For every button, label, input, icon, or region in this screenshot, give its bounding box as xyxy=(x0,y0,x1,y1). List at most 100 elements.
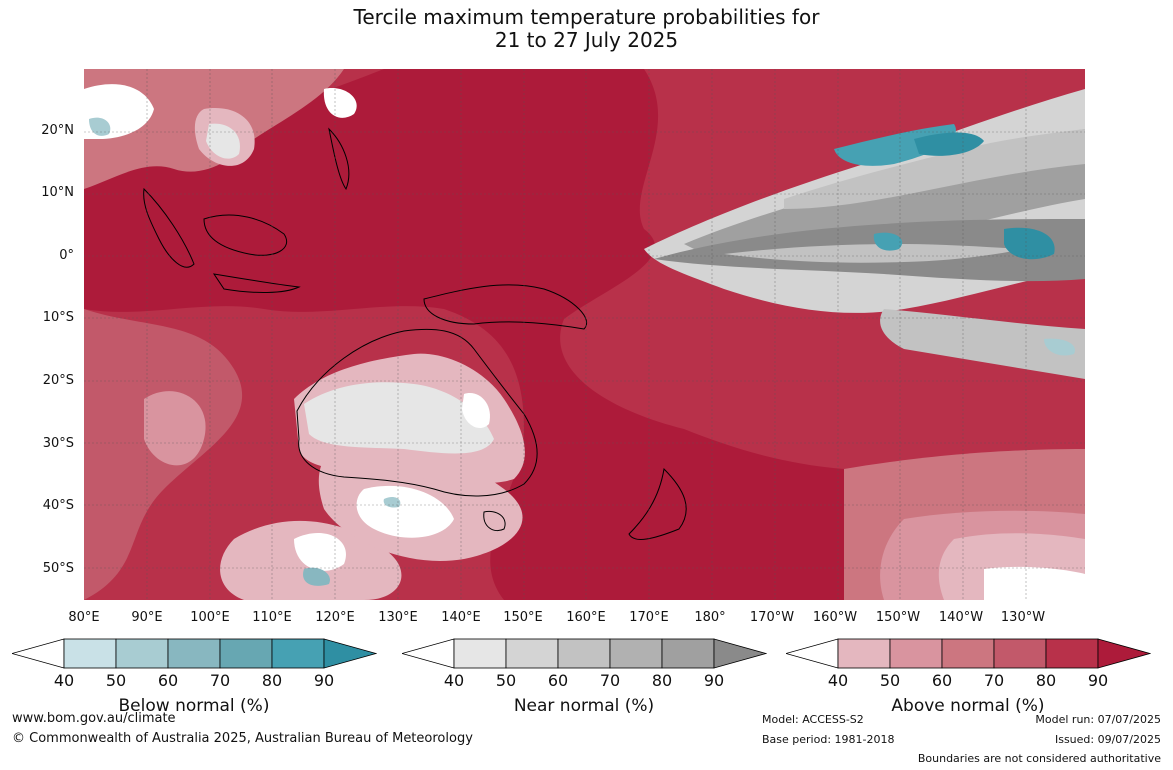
colorbar-tick-label: 70 xyxy=(209,671,231,690)
lon-label: 150°W xyxy=(875,610,921,625)
map-patch-below-south-pacific xyxy=(1044,338,1075,356)
map-region-australia-near-50 xyxy=(304,382,494,454)
footer-website: www.bom.gov.au/climate xyxy=(12,711,176,726)
sumatra-coastline xyxy=(143,187,195,268)
map-region-above-90 xyxy=(84,69,844,600)
borneo-coastline xyxy=(203,214,287,256)
coastlines xyxy=(143,127,687,540)
lat-label: 10°S xyxy=(42,310,74,325)
lon-label: 170°W xyxy=(749,610,795,625)
map-patch-below-70-south xyxy=(303,567,330,586)
java-coastline xyxy=(212,273,301,294)
philippines-coastline xyxy=(328,127,350,191)
probability-map xyxy=(84,69,1085,600)
colorbar-below-label: Below normal (%) xyxy=(118,696,270,716)
colorbar-segment xyxy=(323,638,377,669)
lon-label: 170°E xyxy=(629,610,669,625)
colorbar-tick-label: 70 xyxy=(983,671,1005,690)
lat-label: 20°N xyxy=(41,123,74,138)
colorbar-segment xyxy=(219,638,273,669)
footer-copyright: © Commonwealth of Australia 2025, Austra… xyxy=(12,731,473,746)
map-patch-below-80-north xyxy=(834,124,956,166)
colorbar-tick-label: 70 xyxy=(599,671,621,690)
colorbar-segment xyxy=(402,638,455,669)
tasmania-coastline xyxy=(483,510,506,532)
map-patch-below-90-equatorial xyxy=(1004,227,1055,260)
new-zealand-coastline xyxy=(628,467,687,540)
map-region-near-white-bight xyxy=(356,485,454,538)
map-region-near-south-pacific xyxy=(880,309,1085,379)
map-region-near-70-equatorial xyxy=(724,244,1024,263)
colorbar-tick-label: 60 xyxy=(157,671,179,690)
colorbar-tick-label: 80 xyxy=(261,671,283,690)
map-patch-near-white-south xyxy=(294,533,346,571)
footer-issued: Issued: 09/07/2025 xyxy=(1054,733,1161,746)
colorbar-segment xyxy=(609,638,663,669)
map-patch-below-80-equatorial xyxy=(873,232,903,251)
map-region-white-southeast xyxy=(984,566,1085,600)
map-region-near-70 xyxy=(784,129,1085,209)
colorbar-segment xyxy=(63,638,117,669)
australia-coastline xyxy=(296,328,538,497)
colorbar-segment xyxy=(557,638,611,669)
colorbar-segment xyxy=(1045,638,1099,669)
colorbar-segment xyxy=(12,638,65,669)
colorbar-segment xyxy=(1097,638,1151,669)
colorbar-above-normal xyxy=(786,638,1151,669)
colorbar-tick-label: 50 xyxy=(105,671,127,690)
colorbar-tick-label: 90 xyxy=(703,671,725,690)
colorbar-tick-label: 60 xyxy=(931,671,953,690)
lat-label: 0° xyxy=(59,248,74,263)
new-guinea-coastline xyxy=(423,284,587,330)
colorbar-segment xyxy=(505,638,559,669)
map-patch-above-60 xyxy=(144,391,206,466)
colorbar-tick-label: 40 xyxy=(443,671,465,690)
colorbar-near-normal xyxy=(402,638,767,669)
map-patch-australia-white xyxy=(462,393,490,429)
colorbar-tick-label: 90 xyxy=(313,671,335,690)
lon-label: 140°E xyxy=(441,610,481,625)
colorbar-segment xyxy=(786,638,839,669)
colorbar-tick-label: 90 xyxy=(1087,671,1109,690)
lon-label: 130°W xyxy=(1000,610,1046,625)
colorbar-segment xyxy=(993,638,1047,669)
map-patch-below-90-north xyxy=(914,132,984,156)
colorbar-segment xyxy=(661,638,715,669)
lon-label: 160°E xyxy=(566,610,606,625)
colorbar-segment xyxy=(115,638,169,669)
colorbar-tick-label: 50 xyxy=(879,671,901,690)
colorbar-tick-label: 50 xyxy=(495,671,517,690)
colorbar-tick-label: 40 xyxy=(53,671,75,690)
colorbar-segment xyxy=(271,638,325,669)
lon-label: 120°E xyxy=(315,610,355,625)
lat-label: 20°S xyxy=(42,373,74,388)
colorbar-above-label: Above normal (%) xyxy=(891,696,1045,716)
colorbar-near-label: Near normal (%) xyxy=(513,696,655,716)
footer-disclaimer: Boundaries are not considered authoritat… xyxy=(917,752,1161,765)
colorbar-segment xyxy=(167,638,221,669)
colorbar-segment xyxy=(453,638,507,669)
lat-label: 50°S xyxy=(42,561,74,576)
colorbar-segment xyxy=(889,638,943,669)
footer-model: Model: ACCESS-S2 xyxy=(762,713,864,726)
lat-label: 30°S xyxy=(42,436,74,451)
map-title-line2: 21 to 27 July 2025 xyxy=(494,28,679,52)
lon-label: 80°E xyxy=(68,610,100,625)
lon-label: 110°E xyxy=(252,610,292,625)
colorbar-segment xyxy=(713,638,767,669)
lon-label: 140°W xyxy=(938,610,984,625)
colorbar-tick-label: 40 xyxy=(827,671,849,690)
footer-model-run: Model run: 07/07/2025 xyxy=(1035,713,1161,726)
colorbar-tick-label: 80 xyxy=(651,671,673,690)
lon-label: 100°E xyxy=(190,610,230,625)
map-title-line1: Tercile maximum temperature probabilitie… xyxy=(353,5,820,29)
lat-label: 40°S xyxy=(42,498,74,513)
map-patch-china-white xyxy=(323,88,357,118)
lat-label: 10°N xyxy=(41,185,74,200)
colorbar-below-normal xyxy=(12,638,377,669)
footer-base-period: Base period: 1981-2018 xyxy=(762,733,895,746)
lon-label: 130°E xyxy=(378,610,418,625)
colorbar-tick-label: 60 xyxy=(547,671,569,690)
lon-label: 180° xyxy=(694,610,726,625)
map-region-indochina-near xyxy=(206,123,240,159)
